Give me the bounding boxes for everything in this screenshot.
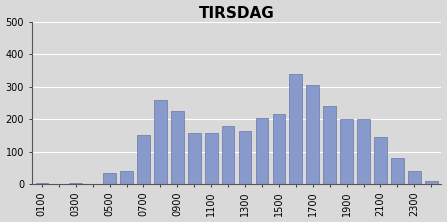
Bar	[408, 171, 421, 184]
Bar	[391, 158, 404, 184]
Bar	[188, 133, 201, 184]
Bar	[357, 119, 370, 184]
Bar	[340, 119, 353, 184]
Bar	[69, 182, 82, 184]
Bar	[205, 133, 218, 184]
Bar	[120, 171, 133, 184]
Bar	[103, 173, 116, 184]
Bar	[374, 137, 387, 184]
Bar	[290, 74, 302, 184]
Bar	[137, 135, 150, 184]
Bar	[273, 114, 285, 184]
Title: TIRSDAG: TIRSDAG	[199, 6, 274, 21]
Bar	[239, 131, 251, 184]
Bar	[306, 85, 319, 184]
Bar	[323, 106, 336, 184]
Bar	[171, 111, 184, 184]
Bar	[222, 126, 235, 184]
Bar	[35, 182, 48, 184]
Bar	[154, 100, 167, 184]
Bar	[425, 181, 438, 184]
Bar	[256, 118, 268, 184]
